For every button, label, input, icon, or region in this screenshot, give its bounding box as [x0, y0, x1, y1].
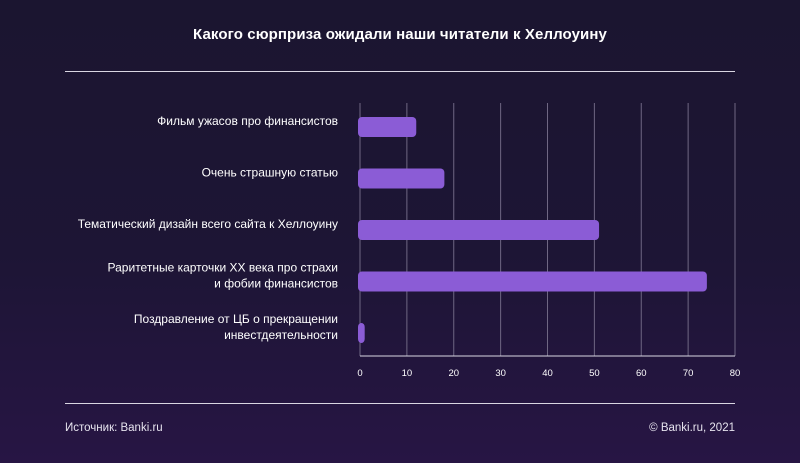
x-tick-label: 80 [730, 368, 741, 379]
bottom-divider [65, 403, 735, 404]
source-note: Источник: Banki.ru [65, 422, 163, 434]
x-tick-label: 60 [636, 368, 647, 379]
bar [358, 168, 445, 189]
copyright-note: © Banki.ru, 2021 [649, 422, 735, 434]
category-label: Фильм ужасов про финансистов [157, 114, 338, 128]
bar [358, 117, 417, 137]
category-label: Раритетные карточки XX века про страхи и … [108, 261, 338, 291]
x-tick-label: 30 [495, 368, 506, 379]
bar [358, 271, 707, 292]
x-tick-label: 0 [357, 368, 362, 379]
category-label: Тематический дизайн всего сайта к Хеллоу… [78, 217, 338, 231]
x-tick-label: 20 [448, 368, 459, 379]
category-labels: Фильм ужасов про финансистов Очень страшн… [78, 114, 338, 342]
x-tick-labels: 0 10 20 30 40 50 60 70 80 [357, 368, 740, 379]
bar [358, 220, 600, 240]
bar [358, 323, 365, 343]
x-tick-label: 70 [683, 368, 694, 379]
chart-title: Какого сюрприза ожидали наши читатели к … [193, 26, 607, 43]
category-label: Поздравление от ЦБ о прекращении инвестде… [134, 312, 338, 342]
x-tick-label: 10 [402, 368, 413, 379]
x-tick-label: 50 [589, 368, 600, 379]
top-divider [65, 71, 735, 72]
category-label: Очень страшную статью [202, 166, 338, 180]
bars [358, 117, 707, 343]
x-tick-label: 40 [542, 368, 553, 379]
